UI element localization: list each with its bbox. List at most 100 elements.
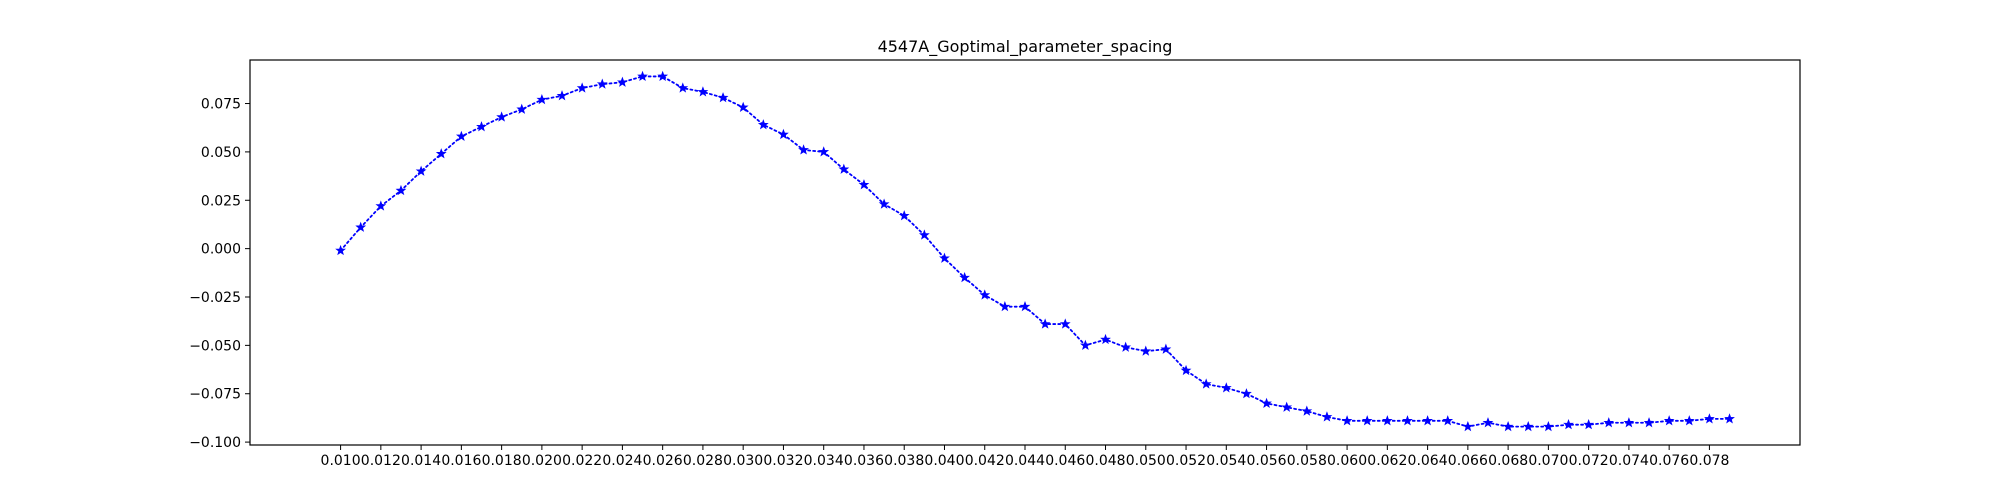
- data-point: [717, 92, 729, 103]
- data-point: [1301, 405, 1313, 416]
- data-point: [476, 121, 487, 132]
- data-point: [536, 93, 548, 105]
- data-point: [1683, 415, 1695, 426]
- data-point: [918, 229, 930, 240]
- x-tick-label: 0.038: [884, 453, 924, 469]
- x-tick-label: 0.050: [1126, 453, 1166, 469]
- series-layer: [335, 70, 1735, 432]
- x-tick-label: 0.014: [401, 453, 441, 469]
- x-tick-label: 0.040: [924, 453, 964, 469]
- x-tick-label: 0.060: [1327, 453, 1367, 469]
- data-point: [1321, 411, 1333, 422]
- data-point: [395, 184, 407, 196]
- data-point: [757, 119, 769, 130]
- data-point: [1039, 318, 1051, 329]
- data-point: [1724, 413, 1735, 424]
- data-point: [1140, 345, 1152, 356]
- y-tick-label: 0.075: [201, 97, 241, 113]
- data-point: [1502, 420, 1514, 432]
- data-point: [898, 210, 910, 221]
- data-point: [999, 301, 1011, 312]
- y-tick-label: 0.050: [201, 145, 241, 161]
- data-point: [355, 221, 367, 232]
- data-point: [596, 78, 608, 89]
- data-point: [1663, 415, 1675, 426]
- data-point: [878, 198, 890, 209]
- data-point: [737, 101, 749, 112]
- data-point: [1160, 343, 1172, 354]
- data-point: [556, 90, 568, 101]
- data-point: [1563, 419, 1574, 430]
- data-point: [1643, 417, 1655, 428]
- series-line: [339, 75, 1731, 428]
- data-point: [375, 200, 387, 211]
- data-point: [1019, 301, 1031, 312]
- x-tick-label: 0.072: [1569, 453, 1609, 469]
- data-point: [637, 70, 648, 82]
- y-tick-label: −0.050: [189, 338, 241, 354]
- y-tick-label: −0.075: [189, 387, 241, 403]
- x-tick-label: 0.022: [562, 453, 602, 469]
- x-tick-label: 0.074: [1609, 453, 1649, 469]
- x-tick-label: 0.076: [1649, 453, 1689, 469]
- x-tick-label: 0.030: [723, 453, 763, 469]
- chart-title: 4547A_Goptimal_parameter_spacing: [878, 37, 1173, 57]
- data-point: [1462, 420, 1474, 432]
- x-tick-label: 0.066: [1448, 453, 1488, 469]
- x-tick-label: 0.042: [965, 453, 1005, 469]
- data-point: [1583, 419, 1595, 430]
- data-point: [1522, 420, 1534, 432]
- data-point: [1241, 388, 1252, 399]
- data-point: [939, 252, 950, 263]
- x-tick-label: 0.036: [844, 453, 884, 469]
- y-tick-label: 0.025: [201, 193, 241, 209]
- x-tick-label: 0.078: [1689, 453, 1729, 469]
- x-tick-label: 0.068: [1488, 453, 1528, 469]
- data-point: [818, 146, 830, 157]
- x-axis: 0.010 0.012 0.014 0.016 0.018 0.020 0.022 0.024…: [321, 445, 1729, 469]
- x-tick-label: 0.028: [683, 453, 723, 469]
- data-point: [1341, 415, 1353, 426]
- data-point: [1180, 364, 1192, 376]
- data-point: [415, 165, 427, 176]
- data-point: [1381, 415, 1393, 426]
- x-tick-label: 0.026: [643, 453, 683, 469]
- x-tick-label: 0.058: [1287, 453, 1327, 469]
- x-tick-label: 0.070: [1528, 453, 1568, 469]
- x-tick-label: 0.064: [1408, 453, 1448, 469]
- y-axis: −0.100 −0.075 −0.050 −0.025 0.000 0.025 0.050 0…: [189, 97, 250, 451]
- data-point: [617, 76, 628, 87]
- x-tick-label: 0.052: [1166, 453, 1206, 469]
- data-point: [496, 111, 508, 122]
- data-point: [1120, 341, 1132, 352]
- x-tick-label: 0.056: [1247, 453, 1287, 469]
- x-tick-label: 0.018: [482, 453, 522, 469]
- x-tick-label: 0.012: [361, 453, 401, 469]
- data-point: [1422, 415, 1433, 426]
- x-tick-label: 0.054: [1206, 453, 1246, 469]
- x-tick-label: 0.048: [1085, 453, 1125, 469]
- data-point: [1261, 397, 1272, 408]
- x-tick-label: 0.016: [441, 453, 481, 469]
- data-point: [455, 130, 467, 142]
- data-point: [435, 148, 447, 159]
- data-point: [1059, 318, 1071, 329]
- data-point: [1361, 415, 1373, 426]
- data-point: [1603, 417, 1615, 428]
- y-tick-label: −0.100: [189, 435, 241, 451]
- data-point: [1079, 339, 1091, 350]
- data-point: [1442, 415, 1454, 426]
- data-point: [677, 82, 689, 93]
- data-point: [1482, 417, 1494, 428]
- y-tick-label: −0.025: [189, 290, 241, 306]
- data-point: [697, 86, 709, 97]
- x-tick-label: 0.020: [522, 453, 562, 469]
- data-point: [1623, 417, 1635, 428]
- data-point: [1542, 420, 1554, 432]
- data-point: [1220, 382, 1232, 393]
- data-point: [516, 103, 528, 114]
- data-point: [858, 179, 870, 190]
